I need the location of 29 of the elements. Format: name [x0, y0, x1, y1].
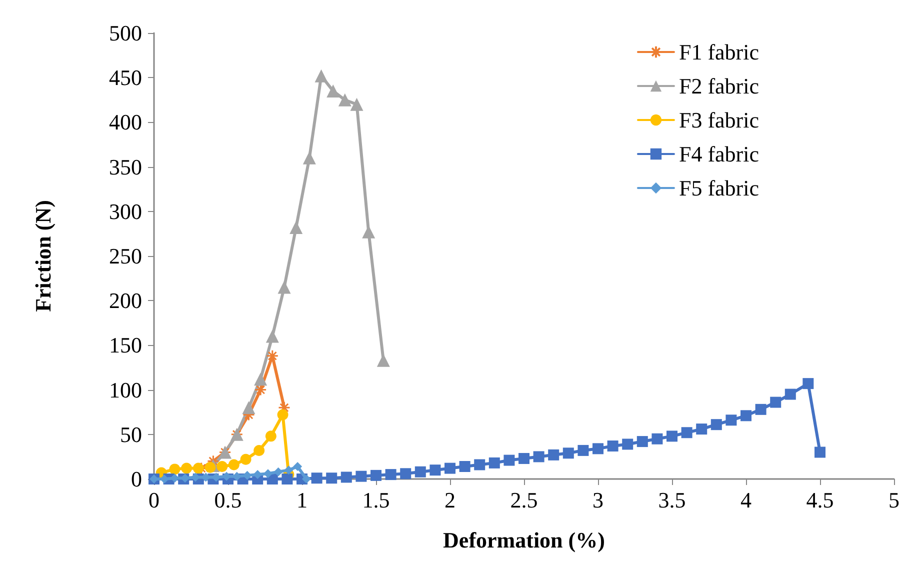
y-tick-label: 150	[109, 332, 142, 358]
x-tick-label: 0	[148, 488, 160, 512]
x-tick-label: 2.5	[510, 488, 538, 512]
legend-label: F5 fabric	[678, 176, 760, 200]
x-tick-label: 4.5	[806, 488, 834, 512]
legend-label: F3 fabric	[678, 108, 760, 132]
y-tick-label: 400	[109, 110, 142, 135]
y-tick-label: 500	[109, 20, 142, 46]
x-tick-label: 3.5	[658, 488, 686, 512]
y-tick-label: 0	[131, 466, 142, 492]
x-tick-label: 5	[888, 488, 900, 512]
legend-label: F1 fabric	[678, 40, 760, 64]
y-tick-label: 250	[109, 244, 142, 268]
x-axis-title: Deformation (%)	[443, 528, 605, 552]
x-tick-label: 0.5	[214, 488, 242, 512]
x-tick-label: 1	[296, 488, 308, 512]
y-tick-label: 50	[120, 422, 142, 447]
legend-label: F2 fabric	[678, 74, 760, 98]
x-tick-label: 2	[444, 488, 456, 512]
x-tick-label: 3	[592, 488, 604, 512]
x-tick-label: 4	[740, 488, 752, 512]
y-tick-label: 450	[109, 65, 142, 90]
y-axis-title: Friction (N)	[30, 200, 56, 312]
y-tick-label: 200	[109, 288, 142, 314]
y-tick-label: 350	[109, 154, 142, 180]
y-tick-label: 100	[109, 377, 142, 402]
y-tick-label: 300	[109, 198, 142, 224]
x-tick-label: 1.5	[362, 488, 390, 512]
legend-label: F4 fabric	[678, 142, 760, 166]
